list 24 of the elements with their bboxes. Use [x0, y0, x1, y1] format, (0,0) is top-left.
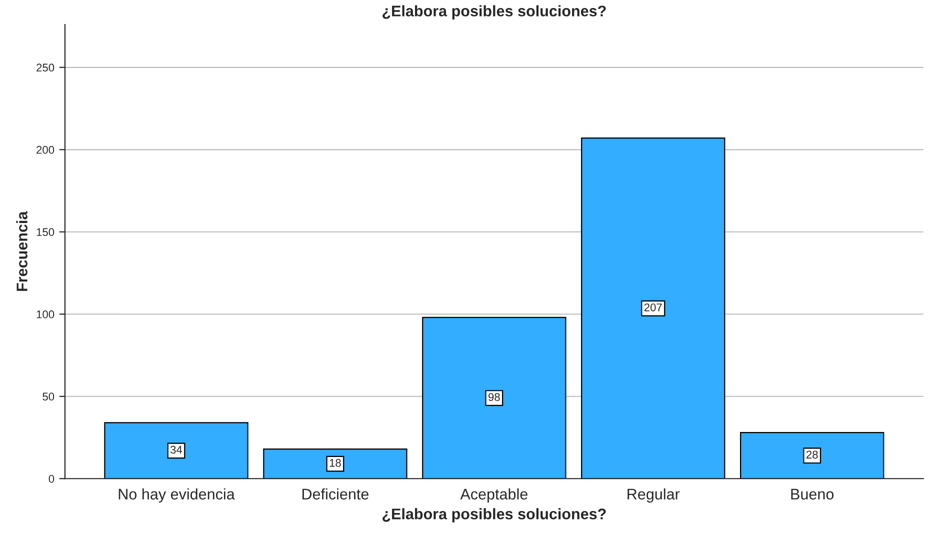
bar — [740, 432, 884, 479]
bar — [104, 422, 248, 479]
x-tick-label: Deficiente — [302, 488, 368, 500]
data-label: 28 — [806, 450, 818, 459]
chart-title: ¿Elabora posibles soluciones? — [382, 5, 606, 20]
y-axis-title: Frecuencia — [16, 211, 28, 291]
data-label: 207 — [644, 303, 662, 312]
x-tick-label: Regular — [628, 488, 680, 503]
bar — [263, 448, 408, 479]
data-label: 98 — [488, 393, 500, 402]
y-tick-label: 0 — [48, 474, 54, 483]
x-tick-label: Aceptable — [460, 488, 528, 503]
y-tick-label: 150 — [36, 228, 54, 236]
data-label: 18 — [330, 458, 341, 467]
bar — [581, 138, 726, 479]
x-tick-label: No hay evidencia — [118, 488, 235, 503]
data-label: 34 — [170, 446, 182, 454]
y-tick-label: 50 — [42, 392, 54, 401]
x-tick-label: Bueno — [791, 488, 834, 500]
y-tick-label: 100 — [36, 310, 54, 318]
y-tick-label: 200 — [36, 146, 54, 154]
y-tick-label: 250 — [36, 64, 54, 72]
x-axis-title: ¿Elabora posibles soluciones? — [382, 508, 606, 522]
bar — [422, 316, 566, 479]
